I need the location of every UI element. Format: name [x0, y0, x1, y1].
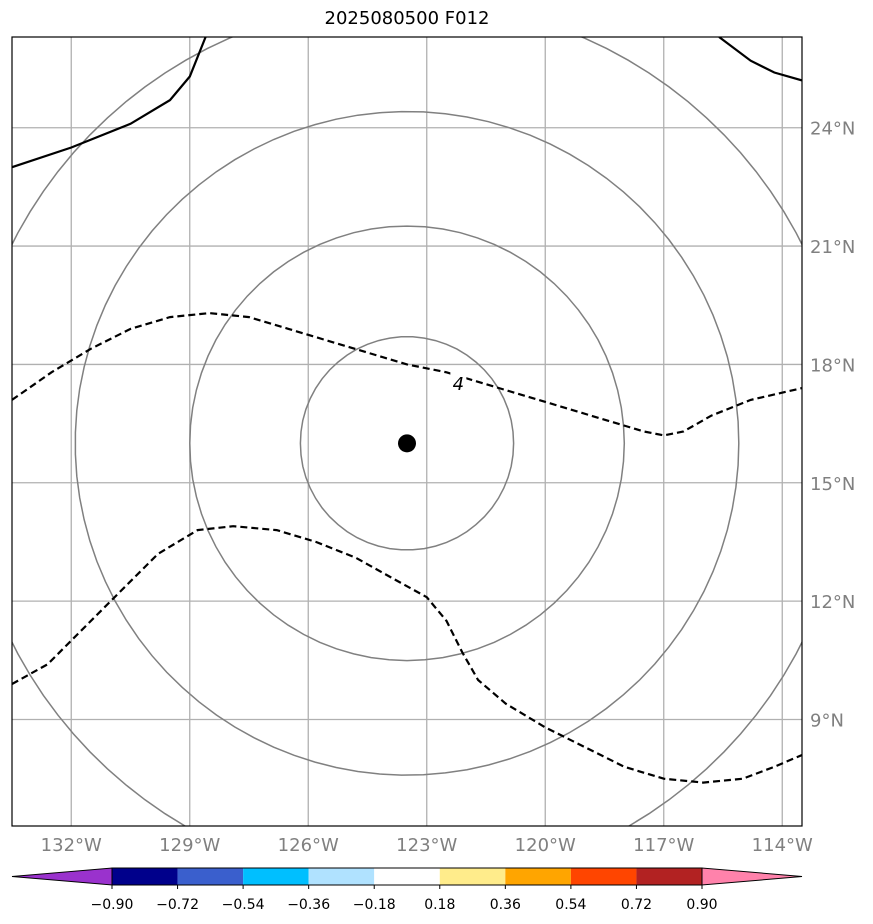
colorbar-swatch [374, 868, 440, 885]
colorbar-frame [111, 867, 703, 886]
colorbar-tick-label: −0.90 [91, 897, 134, 913]
range-rings [12, 37, 802, 826]
colorbar-tick-label: −0.36 [287, 897, 330, 913]
colorbar-tick-label: −0.18 [353, 897, 396, 913]
lon-tick-label: 132°W [41, 835, 102, 856]
colorbar-tick-label: 0.18 [424, 897, 455, 913]
colorbar-extend-right [701, 867, 803, 886]
colorbar-swatch [112, 868, 178, 885]
colorbar-swatch [570, 868, 637, 885]
map-background [12, 37, 802, 826]
lat-tick-label: 21°N [810, 237, 855, 258]
lat-tick-label: 24°N [810, 119, 855, 140]
lon-tick-label: 117°W [633, 835, 694, 856]
range-ring [12, 37, 802, 826]
colorbar-tick-label: 0.90 [686, 897, 717, 913]
graticule [12, 37, 802, 826]
contour-lines: 4 [12, 37, 802, 784]
colorbar-swatch [243, 868, 309, 885]
contour-label-bg [450, 372, 467, 393]
lat-tick-label: 9°N [810, 710, 844, 731]
latitude-labels: 24°N 21°N 18°N 15°N 12°N 9°N [810, 119, 855, 732]
lat-tick-label: 15°N [810, 474, 855, 495]
lon-tick-label: 126°W [278, 835, 339, 856]
colorbar-extend-left [11, 867, 113, 886]
lon-tick-label: 123°W [396, 835, 457, 856]
solid-contour [12, 37, 207, 169]
colorbar-tick-label: 0.54 [555, 897, 586, 913]
colorbar-tick-label: −0.72 [156, 897, 199, 913]
colorbar-swatch [177, 868, 244, 885]
colorbar-swatch [505, 868, 571, 885]
colorbar-swatch [308, 868, 375, 885]
solid-contour [718, 37, 802, 82]
colorbar-swatch [439, 868, 506, 885]
colorbar-swatch [636, 868, 702, 885]
range-ring [74, 110, 740, 776]
lon-tick-label: 114°W [752, 835, 813, 856]
lon-tick-label: 129°W [159, 835, 220, 856]
dashed-contour [12, 525, 802, 784]
center-dot [398, 434, 416, 453]
range-ring [299, 336, 515, 551]
range-ring [189, 225, 626, 662]
contour-label: 4 [453, 374, 464, 395]
storm-center [398, 434, 416, 453]
lon-tick-label: 120°W [515, 835, 576, 856]
dashed-contour [12, 311, 802, 437]
lat-tick-label: 12°N [810, 592, 855, 613]
colorbar-tick-label: 0.36 [490, 897, 521, 913]
chart-title: 2025080500 F012 [324, 8, 490, 29]
colorbar-tick-label: −0.54 [222, 897, 265, 913]
colorbar-tick-label: 0.72 [621, 897, 652, 913]
colorbar: −0.90 −0.72 −0.54 −0.36 −0.18 0.18 0.36 0.54 0.7… [11, 867, 803, 913]
map-frame [11, 36, 803, 827]
longitude-labels: 132°W 129°W 126°W 123°W 120°W 117°W 114°W [41, 835, 813, 856]
lat-tick-label: 18°N [810, 355, 855, 376]
